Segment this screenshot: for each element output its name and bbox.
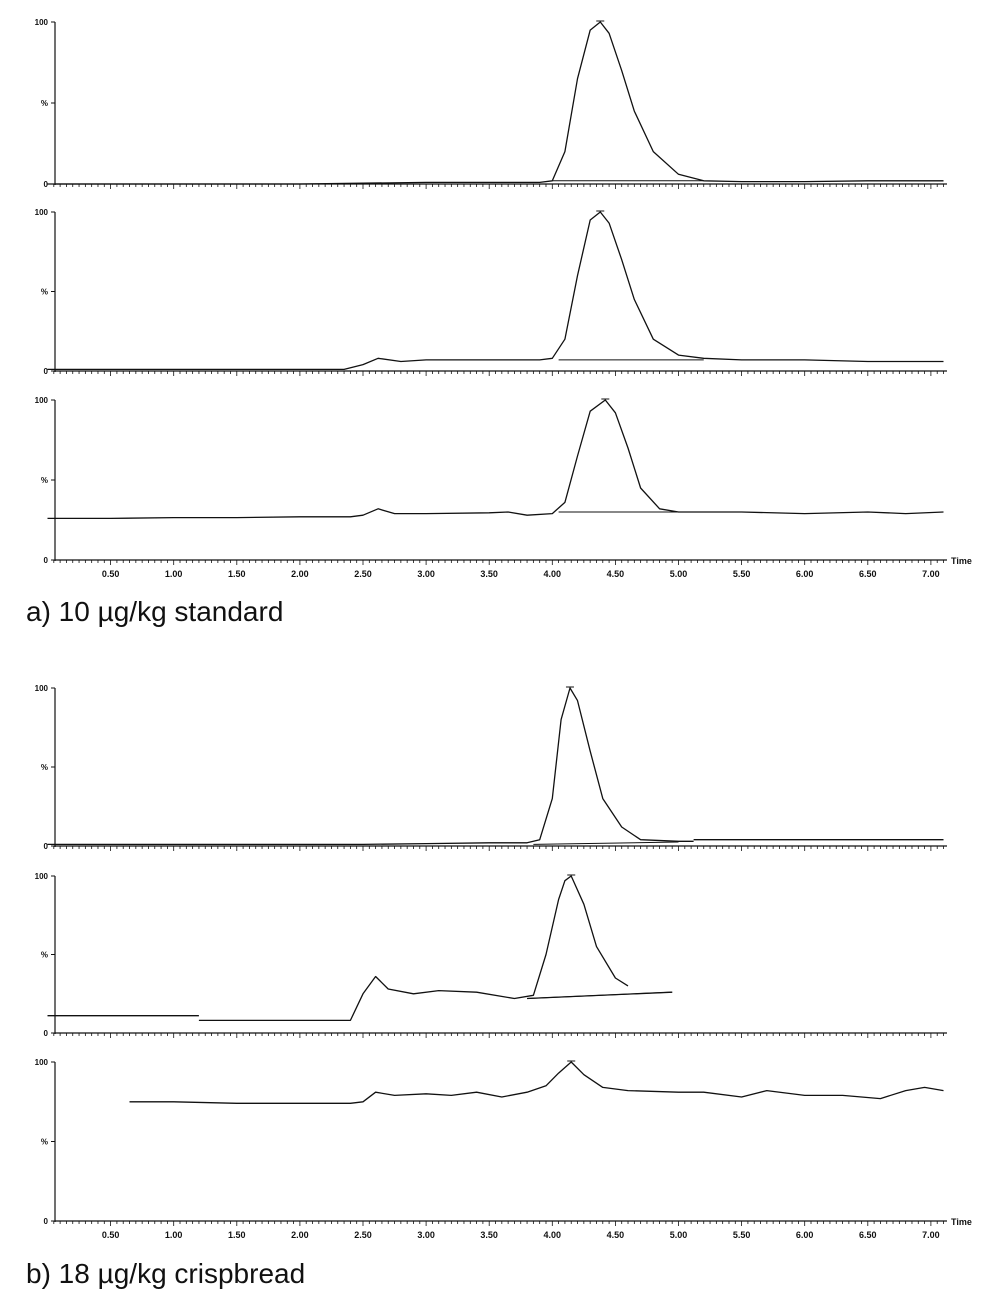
y-tick-label: 0 xyxy=(44,1217,49,1226)
x-tick-label: 5.00 xyxy=(670,569,688,579)
x-axis-title: Time xyxy=(951,1217,972,1227)
y-tick-label: 0 xyxy=(44,367,49,376)
y-tick-label: % xyxy=(41,951,48,960)
x-tick-label: 7.00 xyxy=(922,569,940,579)
x-tick-label: 2.50 xyxy=(354,1230,372,1240)
y-tick-label: 0 xyxy=(44,556,49,565)
chromatogram-trace xyxy=(47,21,944,185)
x-tick-label: 6.00 xyxy=(796,1230,814,1240)
y-tick-label: 0 xyxy=(44,180,49,189)
x-tick-label: 4.00 xyxy=(544,569,562,579)
y-tick-label: 100 xyxy=(35,208,49,217)
y-tick-label: % xyxy=(41,476,48,485)
x-tick-label: 2.00 xyxy=(291,569,309,579)
x-tick-label: 1.00 xyxy=(165,1230,183,1240)
x-tick-label: 6.50 xyxy=(859,569,877,579)
y-tick-label: 0 xyxy=(44,842,49,851)
x-tick-label: 3.00 xyxy=(417,1230,435,1240)
chromatogram-trace xyxy=(47,399,944,520)
y-tick-label: % xyxy=(41,99,48,108)
x-tick-label: 1.50 xyxy=(228,1230,246,1240)
chromatogram-trace xyxy=(198,875,629,1022)
chromatogram-trace xyxy=(47,211,944,371)
x-tick-label: 3.50 xyxy=(480,569,498,579)
x-tick-label: 2.50 xyxy=(354,569,372,579)
x-tick-label: 5.50 xyxy=(733,1230,751,1240)
y-tick-label: % xyxy=(41,288,48,297)
caption-standard: a) 10 µg/kg standard xyxy=(26,596,284,627)
x-tick-label: 3.00 xyxy=(417,569,435,579)
x-tick-label: 3.50 xyxy=(480,1230,498,1240)
y-tick-label: 0 xyxy=(44,1029,49,1038)
x-tick-label: 1.00 xyxy=(165,569,183,579)
x-tick-label: 4.00 xyxy=(544,1230,562,1240)
y-tick-label: 100 xyxy=(35,18,49,27)
x-tick-label: 7.00 xyxy=(922,1230,940,1240)
y-tick-label: % xyxy=(41,763,48,772)
x-tick-label: 1.50 xyxy=(228,569,246,579)
x-axis-title: Time xyxy=(951,556,972,566)
chromatogram-trace xyxy=(47,687,694,846)
caption-crispbread: b) 18 µg/kg crispbread xyxy=(26,1258,306,1289)
y-tick-label: % xyxy=(41,1138,48,1147)
x-tick-label: 4.50 xyxy=(607,569,625,579)
x-tick-label: 4.50 xyxy=(607,1230,625,1240)
x-tick-label: 0.50 xyxy=(102,569,120,579)
x-tick-label: 0.50 xyxy=(102,1230,120,1240)
y-tick-label: 100 xyxy=(35,872,49,881)
y-tick-label: 100 xyxy=(35,1058,49,1067)
x-tick-label: 5.00 xyxy=(670,1230,688,1240)
integration-baseline xyxy=(533,841,679,845)
x-tick-label: 6.00 xyxy=(796,569,814,579)
chromatogram-trace xyxy=(129,1061,944,1104)
x-tick-label: 5.50 xyxy=(733,569,751,579)
y-tick-label: 100 xyxy=(35,684,49,693)
x-tick-label: 2.00 xyxy=(291,1230,309,1240)
y-tick-label: 100 xyxy=(35,396,49,405)
x-tick-label: 6.50 xyxy=(859,1230,877,1240)
chromatogram-trace xyxy=(527,991,673,1000)
